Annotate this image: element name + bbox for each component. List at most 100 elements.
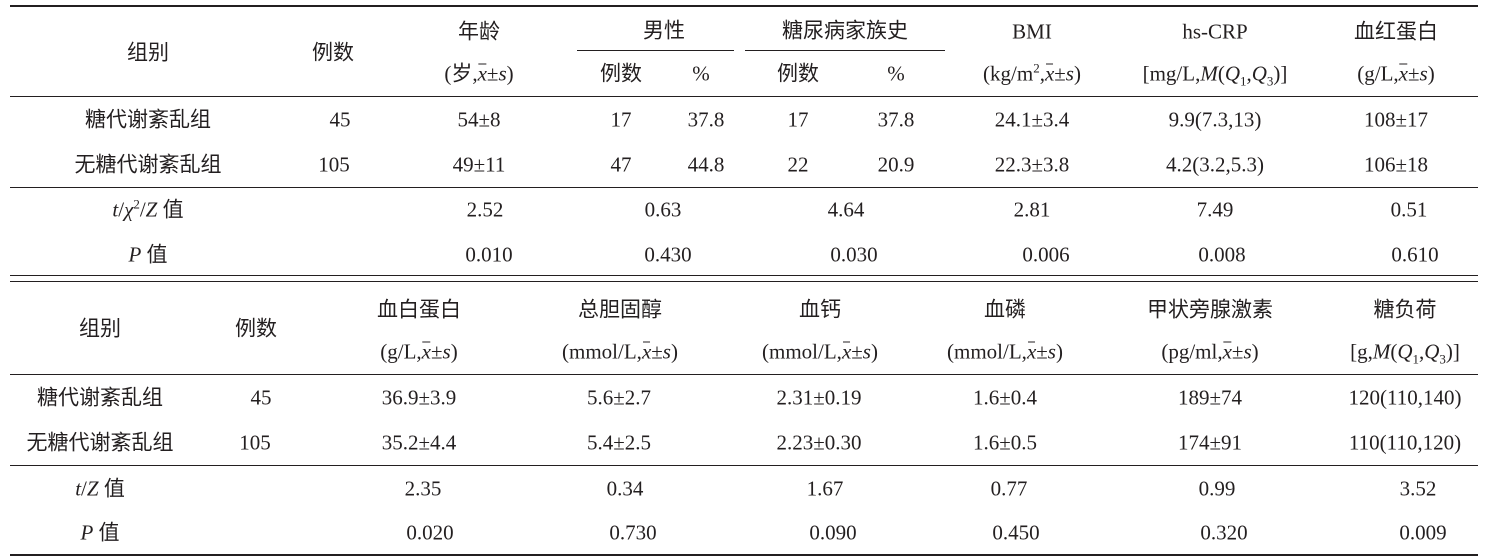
header-rule xyxy=(10,96,1478,97)
header-age: 年龄 xyxy=(458,19,500,44)
stat-male: 0.63 xyxy=(644,197,682,222)
cell-count: 45 xyxy=(250,385,272,410)
header-group: 组别 xyxy=(79,316,121,341)
header-male-count: 例数 xyxy=(600,61,642,86)
cell-family-count: 17 xyxy=(787,107,809,132)
bottom-rule xyxy=(10,554,1478,556)
header-crp: hs-CRP xyxy=(1182,19,1248,44)
header-family: 糖尿病家族史 xyxy=(782,18,908,43)
header-bmi-unit: (kg/m2,x±s) xyxy=(983,60,1081,86)
cell-count: 105 xyxy=(239,430,271,455)
cell-ca: 2.23±0.30 xyxy=(776,430,862,455)
cell-family-pct: 37.8 xyxy=(877,107,915,132)
header-count: 例数 xyxy=(312,40,354,65)
cell-male-count: 47 xyxy=(610,152,632,177)
cell-pth: 189±74 xyxy=(1177,385,1243,410)
stat-family: 4.64 xyxy=(827,197,865,222)
cell-crp: 4.2(3.2,5.3) xyxy=(1166,152,1264,177)
header-rule xyxy=(10,374,1478,375)
cell-tc: 5.4±2.5 xyxy=(586,430,652,455)
stat-load: 3.52 xyxy=(1399,476,1437,501)
cell-pth: 174±91 xyxy=(1177,430,1243,455)
header-alb: 血白蛋白 xyxy=(377,297,461,322)
cell-family-pct: 20.9 xyxy=(877,152,915,177)
table1-bottom-rule-1 xyxy=(10,275,1478,276)
header-age-unit: (岁,x±s) xyxy=(444,61,514,86)
stat-bmi: 2.81 xyxy=(1013,197,1051,222)
table1-bottom-rule-2 xyxy=(10,281,1478,282)
p-load: 0.009 xyxy=(1399,520,1447,545)
cell-load: 110(110,120) xyxy=(1348,430,1462,455)
p-alb: 0.020 xyxy=(406,520,454,545)
cell-count: 105 xyxy=(318,152,350,177)
p-label: P 值 xyxy=(128,242,168,267)
header-load-unit: [g,M(Q1,Q3)] xyxy=(1350,339,1460,367)
stat-crp: 7.49 xyxy=(1196,197,1234,222)
header-phosphorus-unit: (mmol/L,x±s) xyxy=(947,339,1063,364)
cell-hb: 106±18 xyxy=(1363,152,1429,177)
header-hb-unit: (g/L,x±s) xyxy=(1357,61,1435,86)
cell-crp: 9.9(7.3,13) xyxy=(1168,107,1262,132)
stat-hb: 0.51 xyxy=(1390,197,1428,222)
header-load: 糖负荷 xyxy=(1373,297,1437,322)
cell-family-count: 22 xyxy=(787,152,809,177)
p-hb: 0.610 xyxy=(1391,242,1439,267)
p-pth: 0.320 xyxy=(1200,520,1248,545)
stat-tc: 0.34 xyxy=(606,476,644,501)
data-rule xyxy=(10,465,1478,466)
cell-bmi: 24.1±3.4 xyxy=(994,107,1070,132)
stat-ca: 1.67 xyxy=(806,476,844,501)
stat-alb: 2.35 xyxy=(404,476,442,501)
data-rule xyxy=(10,187,1478,188)
header-phosphorus: 血磷 xyxy=(984,297,1026,322)
cell-male-pct: 44.8 xyxy=(687,152,725,177)
cell-group: 无糖代谢紊乱组 xyxy=(26,430,174,455)
p-ca: 0.090 xyxy=(809,520,857,545)
p-age: 0.010 xyxy=(465,242,513,267)
cell-alb: 35.2±4.4 xyxy=(381,430,457,455)
header-hb: 血红蛋白 xyxy=(1354,19,1438,44)
p-label: P 值 xyxy=(80,520,120,545)
cell-alb: 36.9±3.9 xyxy=(381,385,457,410)
cell-ca: 2.31±0.19 xyxy=(776,385,862,410)
header-male-pct: % xyxy=(692,61,710,86)
header-tc-unit: (mmol/L,x±s) xyxy=(562,339,678,364)
cell-male-count: 17 xyxy=(610,107,632,132)
p-bmi: 0.006 xyxy=(1022,242,1070,267)
p-phosphorus: 0.450 xyxy=(992,520,1040,545)
cell-male-pct: 37.8 xyxy=(687,107,725,132)
male-subrule xyxy=(577,50,734,51)
header-family-count: 例数 xyxy=(777,61,819,86)
cell-count: 45 xyxy=(329,107,351,132)
stat-label: t/χ2/Z 值 xyxy=(112,196,184,222)
header-family-pct: % xyxy=(887,61,905,86)
header-alb-unit: (g/L,x±s) xyxy=(380,339,458,364)
header-male: 男性 xyxy=(643,18,685,43)
stat-pth: 0.99 xyxy=(1198,476,1236,501)
header-pth: 甲状旁腺激素 xyxy=(1147,297,1273,322)
top-rule xyxy=(10,5,1478,7)
header-crp-unit: [mg/L,M(Q1,Q3)] xyxy=(1142,61,1288,89)
cell-group: 无糖代谢紊乱组 xyxy=(74,152,222,177)
cell-tc: 5.6±2.7 xyxy=(586,385,652,410)
p-tc: 0.730 xyxy=(609,520,657,545)
header-count: 例数 xyxy=(235,316,277,341)
header-tc: 总胆固醇 xyxy=(578,297,662,322)
header-ca-unit: (mmol/L,x±s) xyxy=(762,339,878,364)
cell-group: 糖代谢紊乱组 xyxy=(85,107,211,132)
p-family: 0.030 xyxy=(830,242,878,267)
cell-bmi: 22.3±3.8 xyxy=(994,152,1070,177)
header-group: 组别 xyxy=(127,40,169,65)
header-bmi: BMI xyxy=(1012,19,1052,44)
cell-age: 49±11 xyxy=(452,152,506,177)
stat-age: 2.52 xyxy=(466,197,504,222)
cell-load: 120(110,140) xyxy=(1348,385,1462,410)
p-crp: 0.008 xyxy=(1198,242,1246,267)
cell-hb: 108±17 xyxy=(1363,107,1429,132)
cell-group: 糖代谢紊乱组 xyxy=(37,385,163,410)
stat-label: t/Z 值 xyxy=(75,476,125,501)
cell-phosphorus: 1.6±0.4 xyxy=(972,385,1038,410)
header-ca: 血钙 xyxy=(799,297,841,322)
cell-phosphorus: 1.6±0.5 xyxy=(972,430,1038,455)
family-subrule xyxy=(745,50,945,51)
